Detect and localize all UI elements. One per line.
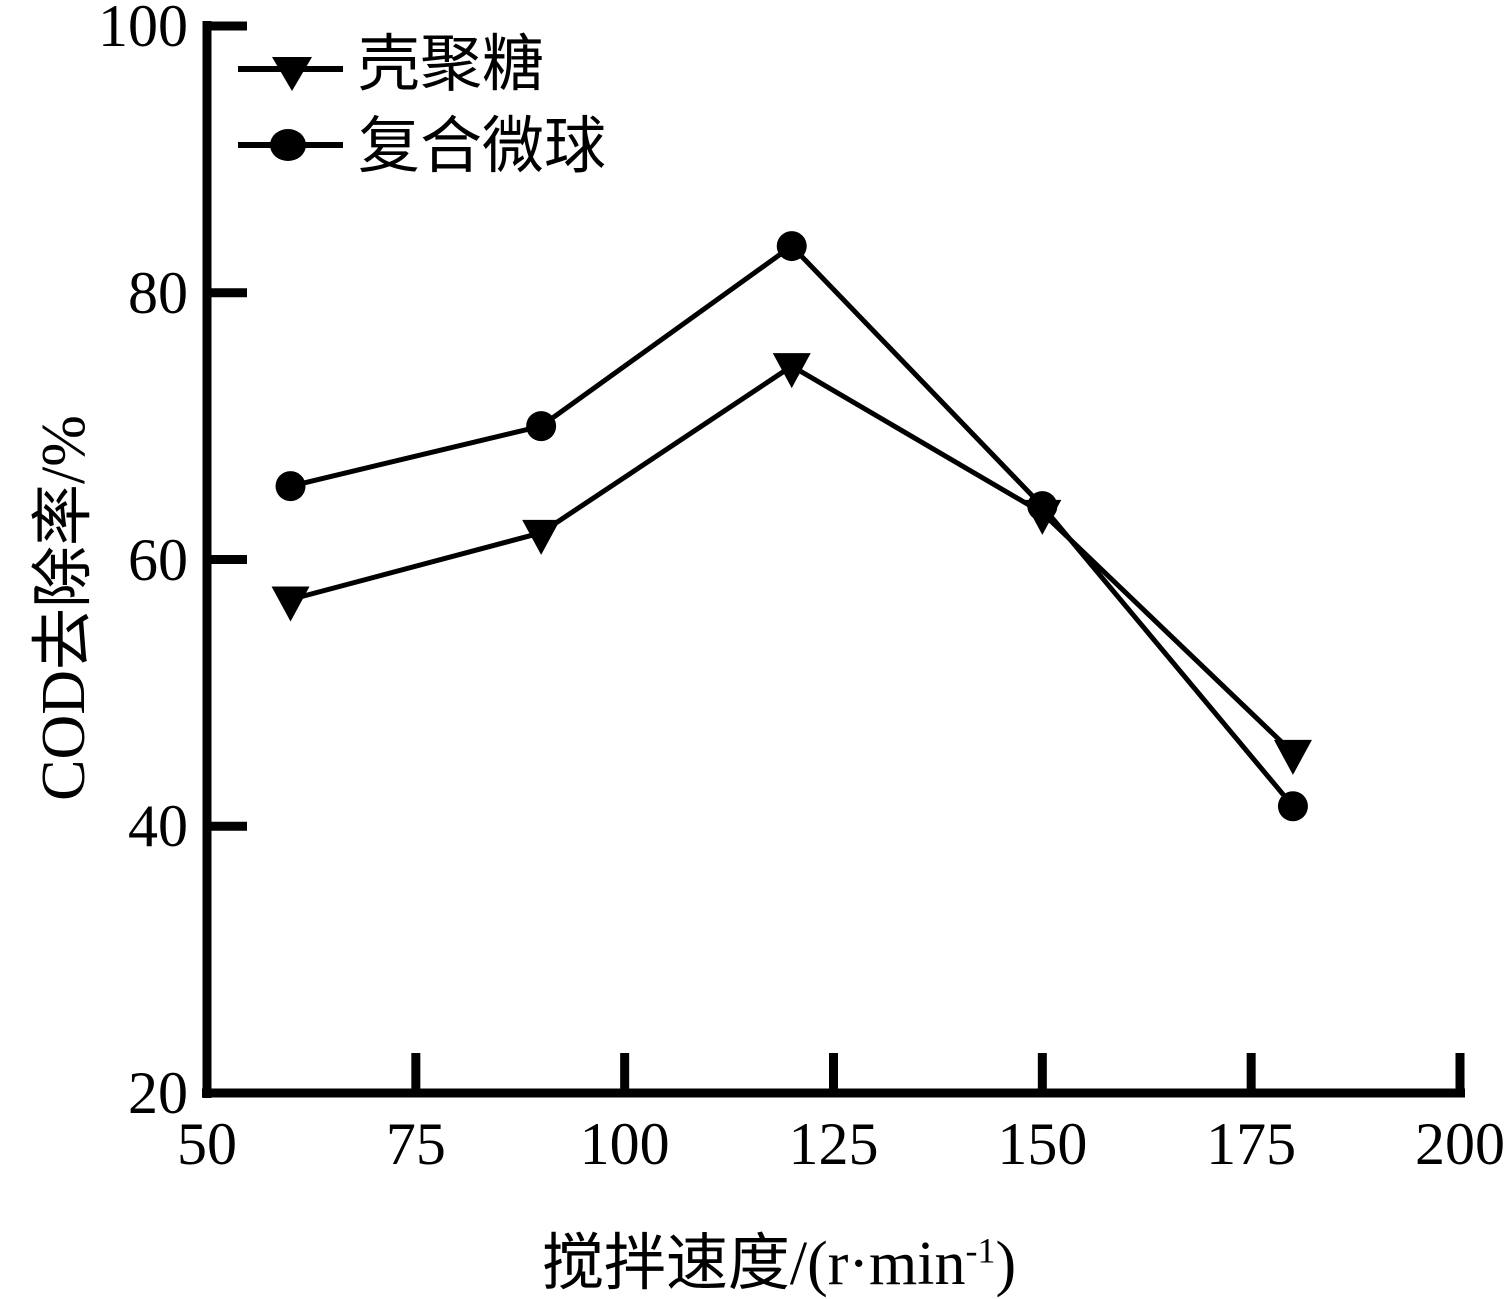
series-line-circle (289, 242, 1295, 808)
data-point-triangle-down (1273, 739, 1312, 775)
legend-label-composite-microsphere: 复合微球 (358, 113, 607, 181)
x-tick-label: 200 (1415, 1111, 1505, 1177)
x-tick-label: 50 (177, 1111, 237, 1177)
x-axis-title: 搅拌速度/(r·min-1) (542, 1212, 1016, 1299)
data-point-circle (1027, 491, 1058, 522)
data-point-triangle-down (772, 353, 811, 389)
data-point-circle (776, 231, 807, 262)
y-tick-label: 60 (128, 526, 188, 593)
data-point-circle (275, 471, 306, 502)
x-tick-label: 150 (997, 1111, 1088, 1177)
y-axis-title: COD去除率/% (30, 415, 98, 801)
x-axis-title-text: 搅拌速度/(r·min (541, 1230, 966, 1298)
triangle-down-marker-icon (238, 57, 343, 91)
x-axis-title-suffix: ) (995, 1230, 1017, 1298)
x-tick-label: 100 (579, 1111, 670, 1177)
x-tick-label: 175 (1206, 1111, 1297, 1177)
data-point-circle (526, 411, 557, 442)
data-point-circle (1277, 791, 1308, 822)
data-point-triangle-down (522, 519, 561, 555)
y-tick-label: 20 (128, 1060, 188, 1126)
x-axis-title-superscript: -1 (965, 1230, 996, 1271)
legend-label-chitosan: 壳聚糖 (358, 31, 545, 99)
y-tick-label: 80 (128, 259, 188, 326)
y-tick-label: 100 (98, 0, 188, 59)
data-point-triangle-down (271, 586, 310, 622)
circle-marker-icon (238, 129, 343, 161)
x-tick-label: 75 (385, 1111, 446, 1177)
x-tick-label: 125 (788, 1111, 879, 1177)
series-line-triangle-down (289, 363, 1295, 755)
y-tick-label: 40 (128, 793, 188, 860)
